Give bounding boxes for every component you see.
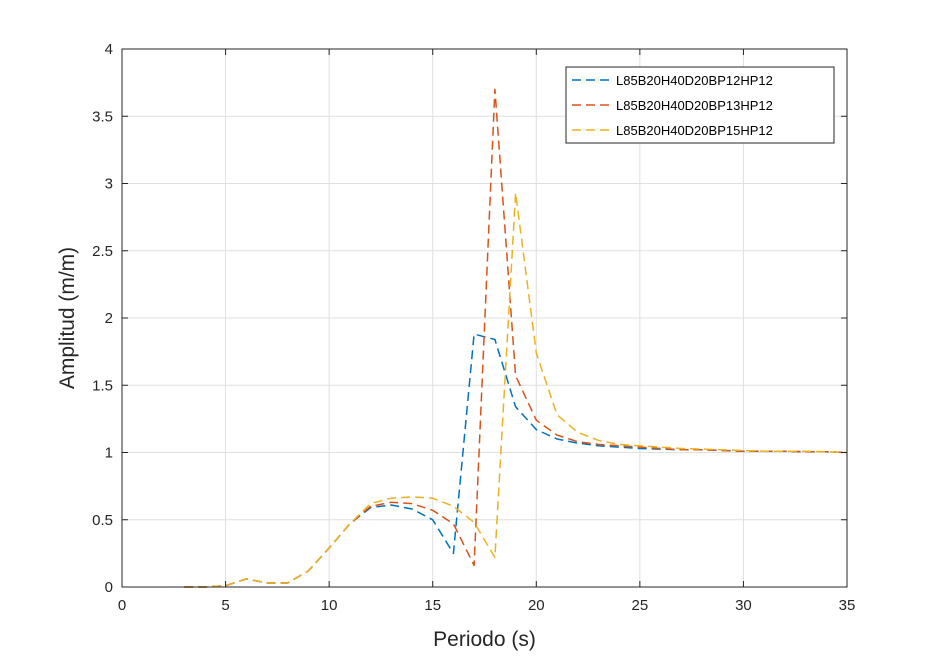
series-layer (184, 88, 848, 588)
x-tick-label: 5 (221, 597, 229, 614)
y-tick-label: 1.5 (92, 377, 113, 394)
y-tick-label: 0 (105, 579, 113, 596)
x-tick-label: 35 (839, 597, 856, 614)
y-tick-label: 4 (105, 41, 113, 58)
x-axis-label: Periodo (s) (433, 628, 536, 651)
legend-box (565, 66, 835, 144)
x-tick-label: 0 (118, 597, 126, 614)
legend: L85B20H40D20BP12HP12 L85B20H40D20BP13HP1… (565, 66, 835, 144)
legend-label: L85B20H40D20BP12HP12 (616, 73, 773, 88)
legend-item: L85B20H40D20BP15HP12 (572, 123, 773, 138)
y-tick-label: 2 (105, 310, 113, 327)
y-tick-label: 2.5 (92, 243, 113, 260)
y-tick-label: 3 (105, 176, 113, 193)
y-axis-label: Amplitud (m/m) (56, 247, 79, 389)
x-tick-label: 15 (424, 597, 441, 614)
y-tick-label: 0.5 (92, 512, 113, 529)
y-tick-label: 1 (105, 445, 113, 462)
legend-item: L85B20H40D20BP13HP12 (572, 98, 773, 113)
x-tick-label: 20 (528, 597, 545, 614)
x-tick-label: 30 (735, 597, 752, 614)
x-tick-label: 10 (321, 597, 338, 614)
x-tick-label: 25 (632, 597, 649, 614)
ticks (121, 48, 848, 588)
y-tick-label: 3.5 (92, 108, 113, 125)
tick-labels: 0 5 10 15 20 25 30 35 0 0.5 1 1.5 2 2.5 3 3.5 4 (92, 41, 855, 614)
legend-label: L85B20H40D20BP13HP12 (616, 98, 773, 113)
legend-label: L85B20H40D20BP15HP12 (616, 123, 773, 138)
series-line (184, 192, 848, 588)
legend-item: L85B20H40D20BP12HP12 (572, 73, 773, 88)
